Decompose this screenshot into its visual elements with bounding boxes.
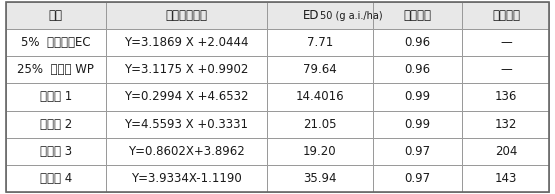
Text: 136: 136 <box>495 90 517 104</box>
Text: 共毒系数: 共毒系数 <box>492 9 520 22</box>
Bar <box>106 83 266 111</box>
Text: 0.97: 0.97 <box>405 172 431 185</box>
Bar <box>106 138 266 165</box>
Bar <box>462 29 549 56</box>
Bar <box>106 111 266 138</box>
Bar <box>106 56 266 83</box>
Text: 0.99: 0.99 <box>405 90 431 104</box>
Bar <box>6 29 106 56</box>
Text: 实施例 4: 实施例 4 <box>40 172 72 185</box>
Bar <box>266 83 373 111</box>
Text: 实施例 1: 实施例 1 <box>40 90 72 104</box>
Text: 204: 204 <box>495 145 517 158</box>
Text: 实施例 3: 实施例 3 <box>40 145 72 158</box>
Bar <box>266 165 373 192</box>
Bar <box>373 83 462 111</box>
Bar <box>106 2 266 29</box>
Bar <box>6 56 106 83</box>
Text: 50 (g a.i./ha): 50 (g a.i./ha) <box>320 10 382 21</box>
Bar <box>6 165 106 192</box>
Text: Y=0.2994 X +4.6532: Y=0.2994 X +4.6532 <box>124 90 249 104</box>
Bar <box>266 29 373 56</box>
Bar <box>373 29 462 56</box>
Text: 143: 143 <box>495 172 517 185</box>
Bar <box>373 111 462 138</box>
Text: 132: 132 <box>495 118 517 131</box>
Text: Y=3.1175 X +0.9902: Y=3.1175 X +0.9902 <box>124 63 249 76</box>
Bar <box>6 138 106 165</box>
Text: —: — <box>500 63 512 76</box>
Text: 79.64: 79.64 <box>303 63 336 76</box>
Text: Y=4.5593 X +0.3331: Y=4.5593 X +0.3331 <box>124 118 249 131</box>
Text: 7.71: 7.71 <box>306 36 333 49</box>
Text: 相关系数: 相关系数 <box>403 9 432 22</box>
Text: 14.4016: 14.4016 <box>295 90 344 104</box>
Bar <box>462 138 549 165</box>
Text: 毒力回归方程: 毒力回归方程 <box>165 9 208 22</box>
Bar <box>106 29 266 56</box>
Text: —: — <box>500 36 512 49</box>
Text: 实施例 2: 实施例 2 <box>40 118 72 131</box>
Bar <box>462 165 549 192</box>
Text: 25%  扑草净 WP: 25% 扑草净 WP <box>17 63 94 76</box>
Text: 35.94: 35.94 <box>303 172 336 185</box>
Text: 0.96: 0.96 <box>405 36 431 49</box>
Bar <box>266 56 373 83</box>
Bar <box>266 2 373 29</box>
Bar <box>6 83 106 111</box>
Bar <box>462 56 549 83</box>
Bar <box>6 2 106 29</box>
Text: Y=0.8602X+3.8962: Y=0.8602X+3.8962 <box>128 145 245 158</box>
Text: 0.96: 0.96 <box>405 63 431 76</box>
Bar <box>373 2 462 29</box>
Bar <box>462 111 549 138</box>
Text: Y=3.9334X-1.1190: Y=3.9334X-1.1190 <box>131 172 242 185</box>
Text: 0.99: 0.99 <box>405 118 431 131</box>
Bar <box>266 111 373 138</box>
Bar <box>106 165 266 192</box>
Text: 0.97: 0.97 <box>405 145 431 158</box>
Text: 21.05: 21.05 <box>303 118 336 131</box>
Text: 5%  精喹禾灵EC: 5% 精喹禾灵EC <box>21 36 90 49</box>
Bar <box>6 111 106 138</box>
Bar <box>266 138 373 165</box>
Bar <box>373 138 462 165</box>
Text: ED: ED <box>303 9 320 22</box>
Bar <box>373 165 462 192</box>
Text: 19.20: 19.20 <box>303 145 336 158</box>
Bar <box>373 56 462 83</box>
Bar <box>462 2 549 29</box>
Text: 药剂: 药剂 <box>49 9 63 22</box>
Text: Y=3.1869 X +2.0444: Y=3.1869 X +2.0444 <box>124 36 249 49</box>
Bar <box>462 83 549 111</box>
